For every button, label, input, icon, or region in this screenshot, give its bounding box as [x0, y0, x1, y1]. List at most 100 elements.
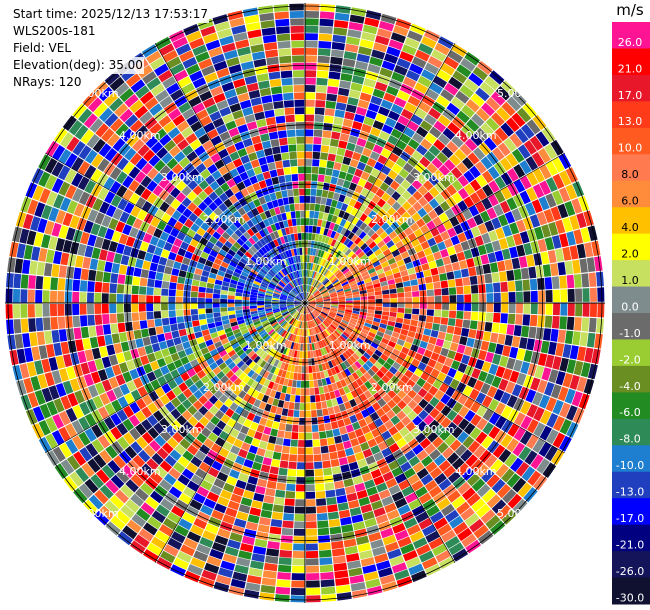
velocity-gate	[485, 312, 494, 322]
velocity-gate	[367, 134, 378, 144]
velocity-gate	[255, 383, 263, 392]
velocity-gate	[201, 329, 210, 337]
velocity-gate	[203, 352, 212, 361]
velocity-gate	[317, 257, 322, 265]
velocity-gate	[361, 31, 376, 42]
velocity-gate	[88, 269, 97, 281]
velocity-gate	[537, 353, 548, 367]
velocity-gate	[189, 70, 204, 82]
velocity-gate	[294, 303, 302, 306]
velocity-gate	[44, 330, 53, 344]
velocity-gate	[270, 139, 280, 148]
velocity-gate	[495, 416, 507, 429]
velocity-gate	[522, 279, 530, 291]
velocity-gate	[103, 92, 119, 107]
velocity-gate	[559, 402, 571, 418]
velocity-gate	[260, 509, 272, 519]
velocity-gate	[117, 322, 126, 333]
velocity-gate	[187, 394, 198, 405]
velocity-gate	[404, 313, 412, 320]
velocity-gate	[458, 405, 470, 418]
velocity-gate	[181, 82, 195, 95]
velocity-gate	[242, 375, 251, 384]
velocity-gate	[226, 451, 238, 462]
velocity-gate	[327, 262, 333, 270]
velocity-gate	[287, 189, 294, 197]
velocity-gate	[379, 366, 389, 375]
velocity-gate	[351, 216, 359, 225]
colorbar-tick-label: -26.0	[616, 565, 644, 578]
velocity-gate	[520, 415, 533, 430]
velocity-gate	[36, 331, 46, 346]
velocity-gate	[418, 398, 429, 409]
velocity-gate	[237, 216, 246, 226]
velocity-gate	[66, 366, 76, 380]
velocity-gate	[318, 423, 326, 432]
velocity-gate	[262, 321, 270, 327]
velocity-gate	[294, 335, 298, 343]
velocity-gate	[356, 161, 366, 171]
velocity-gate	[596, 318, 604, 334]
velocity-gate	[42, 304, 50, 317]
velocity-gate	[403, 280, 411, 287]
velocity-gate	[182, 257, 191, 266]
velocity-gate	[125, 275, 133, 285]
velocity-gate	[506, 270, 515, 281]
velocity-gate	[275, 191, 283, 200]
velocity-gate	[135, 197, 147, 209]
velocity-gate	[331, 466, 342, 475]
velocity-gate	[328, 71, 341, 80]
velocity-gate	[321, 277, 327, 284]
velocity-gate	[363, 207, 372, 216]
velocity-gate	[464, 51, 480, 66]
velocity-gate	[423, 203, 434, 214]
velocity-gate	[480, 509, 496, 524]
velocity-gate	[89, 336, 99, 349]
velocity-gate	[77, 161, 91, 176]
velocity-gate	[173, 557, 189, 570]
velocity-gate	[278, 328, 284, 335]
velocity-gate	[232, 486, 245, 497]
velocity-gate	[306, 306, 309, 314]
velocity-gate	[308, 300, 316, 303]
velocity-gate	[104, 334, 113, 346]
velocity-gate	[309, 278, 313, 286]
velocity-gate	[308, 313, 312, 321]
velocity-gate	[259, 87, 272, 97]
velocity-gate	[308, 299, 316, 302]
velocity-gate	[485, 514, 501, 530]
velocity-gate	[297, 447, 305, 455]
velocity-gate	[412, 308, 420, 315]
velocity-gate	[529, 135, 544, 151]
velocity-gate	[187, 244, 196, 254]
velocity-gate	[493, 312, 501, 323]
velocity-gate	[266, 201, 274, 210]
velocity-gate	[168, 310, 176, 318]
velocity-gate	[526, 434, 539, 449]
velocity-gate	[392, 432, 403, 442]
velocity-gate	[221, 42, 236, 53]
velocity-gate	[523, 140, 537, 155]
velocity-gate	[347, 223, 355, 232]
velocity-gate	[337, 327, 344, 333]
velocity-gate	[129, 152, 142, 166]
velocity-gate	[253, 546, 267, 555]
velocity-gate	[359, 549, 373, 560]
velocity-gate	[410, 373, 420, 383]
velocity-gate	[323, 260, 329, 268]
velocity-gate	[148, 270, 157, 280]
velocity-gate	[313, 211, 320, 219]
velocity-gate	[386, 274, 394, 281]
velocity-gate	[171, 163, 183, 175]
velocity-gate	[102, 282, 110, 293]
velocity-gate	[277, 198, 284, 207]
velocity-gate	[241, 535, 255, 546]
velocity-gate	[282, 289, 290, 294]
velocity-gate	[97, 335, 106, 347]
velocity-gate	[69, 471, 84, 487]
velocity-gate	[118, 450, 132, 464]
velocity-gate	[597, 287, 605, 302]
velocity-gate	[367, 306, 375, 310]
velocity-gate	[400, 461, 412, 473]
velocity-gate	[456, 303, 464, 311]
